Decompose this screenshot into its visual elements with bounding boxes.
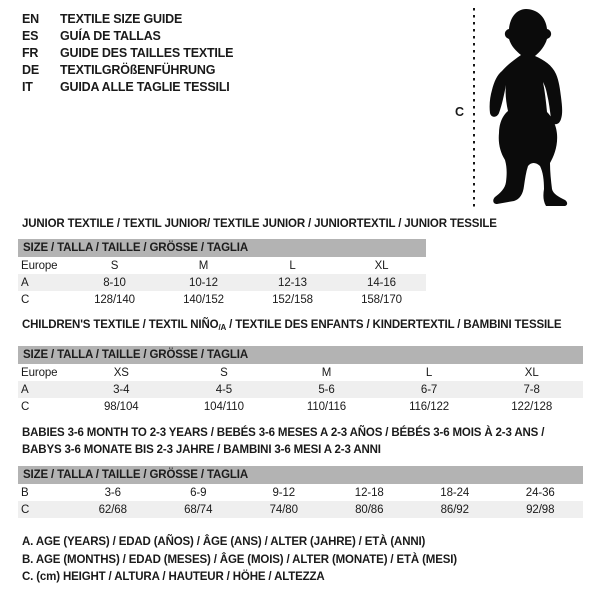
size-cell: 3-4 [113, 383, 130, 396]
language-code: DE [22, 63, 39, 77]
size-cell: 6-9 [190, 486, 207, 499]
babies-table-title: BABIES 3-6 MONTH TO 2-3 YEARS / BEBÉS 3-… [22, 425, 582, 459]
children-title-suffix: / TEXTILE DES ENFANTS / KINDERTEXTIL / B… [226, 319, 562, 331]
size-cell: 92/98 [526, 503, 555, 516]
table-row: C 128/140 140/152 152/158 158/170 [18, 291, 426, 308]
size-cell: 68/74 [184, 503, 213, 516]
footnote-height-cm: C. (cm) HEIGHT / ALTURA / HAUTEUR / HÖHE… [22, 571, 325, 583]
footnote-age-months: B. AGE (MONTHS) / EDAD (MESES) / ÂGE (MO… [22, 553, 457, 566]
table-row: C 62/68 68/74 74/80 80/86 86/92 92/98 [18, 501, 583, 518]
table-row: A 8-10 10-12 12-13 14-16 [18, 274, 426, 291]
size-cell: 9-12 [272, 486, 296, 499]
children-size-table: SIZE / TALLA / TAILLE / GRÖSSE / TAGLIA … [18, 346, 583, 415]
size-cell: 10-12 [189, 276, 218, 289]
size-cell: 12-18 [354, 486, 384, 499]
size-cell: 98/104 [104, 400, 139, 413]
size-bar-header: SIZE / TALLA / TAILLE / GRÖSSE / TAGLIA [18, 346, 583, 364]
children-title-subscript: /A [218, 323, 227, 332]
size-cell: 116/122 [409, 400, 450, 413]
row-label: C [21, 293, 30, 306]
baby-silhouette-path [489, 9, 568, 206]
size-cell: XS [113, 366, 129, 379]
size-cell: 12-13 [278, 276, 307, 289]
row-label: Europe [21, 259, 58, 272]
size-cell: 86/92 [440, 503, 469, 516]
row-label: Europe [21, 366, 58, 379]
size-cell: XL [524, 366, 539, 379]
language-row: EN TEXTILE SIZE GUIDE [22, 11, 233, 28]
size-cell: XL [374, 259, 389, 272]
children-title-prefix: CHILDREN'S TEXTILE / TEXTIL NIÑO [22, 319, 219, 331]
footnote-age-years: A. AGE (YEARS) / EDAD (AÑOS) / ÂGE (ANS)… [22, 536, 426, 548]
size-cell: 6-7 [420, 383, 438, 396]
table-row: C 98/104 104/110 110/116 116/122 122/128 [18, 398, 583, 415]
size-cell: 158/170 [361, 293, 402, 306]
language-code: IT [22, 80, 33, 94]
language-row: FR GUIDE DES TAILLES TEXTILE [22, 45, 233, 62]
language-code: EN [22, 12, 39, 26]
language-code: ES [22, 29, 39, 43]
children-size-grid: Europe XS S M L XL A 3-4 4-5 5-6 6-7 7-8 C 98/104 104/… [18, 364, 583, 415]
language-title: TEXTILGRÖßENFÜHRUNG [60, 63, 216, 77]
size-cell: M [198, 259, 209, 272]
size-cell: L [425, 366, 433, 379]
size-bar-header: SIZE / TALLA / TAILLE / GRÖSSE / TAGLIA [18, 466, 583, 484]
table-row: A 3-4 4-5 5-6 6-7 7-8 [18, 381, 583, 398]
size-cell: 122/128 [511, 400, 553, 413]
language-code: FR [22, 46, 39, 60]
language-row: ES GUÍA DE TALLAS [22, 28, 233, 45]
language-title: GUIDA ALLE TAGLIE TESSILI [60, 80, 230, 94]
row-label: C [21, 400, 30, 413]
baby-silhouette-icon [473, 8, 568, 211]
language-row: DE TEXTILGRÖßENFÜHRUNG [22, 62, 233, 79]
baby-height-figure: C [440, 5, 600, 215]
table-row: Europe XS S M L XL [18, 364, 583, 381]
row-label: B [21, 486, 29, 499]
size-cell: 62/68 [98, 503, 127, 516]
size-cell: 104/110 [203, 400, 244, 413]
table-row: Europe S M L XL [18, 257, 426, 274]
row-label: C [21, 503, 30, 516]
size-cell: S [220, 366, 228, 379]
language-title: GUÍA DE TALLAS [60, 29, 161, 43]
babies-size-grid: B 3-6 6-9 9-12 12-18 18-24 24-36 C 62/68 68/74 74/… [18, 484, 583, 518]
size-cell: 152/158 [272, 293, 313, 306]
size-cell: M [321, 366, 332, 379]
size-cell: 80/86 [355, 503, 384, 516]
size-cell: 128/140 [94, 293, 135, 306]
size-cell: 140/152 [183, 293, 224, 306]
size-bar-header: SIZE / TALLA / TAILLE / GRÖSSE / TAGLIA [18, 239, 426, 257]
row-label: A [21, 276, 29, 289]
babies-title-line1: BABIES 3-6 MONTH TO 2-3 YEARS / BEBÉS 3-… [22, 427, 545, 439]
size-cell: L [289, 259, 296, 272]
size-cell: S [110, 259, 119, 272]
size-cell: 74/80 [269, 503, 298, 516]
size-cell: 5-6 [318, 383, 335, 396]
size-cell: 4-5 [215, 383, 233, 396]
footnote-legend: A. AGE (YEARS) / EDAD (AÑOS) / ÂGE (ANS)… [22, 534, 457, 587]
babies-size-table: SIZE / TALLA / TAILLE / GRÖSSE / TAGLIA … [18, 466, 583, 518]
junior-size-table: SIZE / TALLA / TAILLE / GRÖSSE / TAGLIA … [18, 239, 426, 308]
size-cell: 14-16 [367, 276, 396, 289]
junior-table-title: JUNIOR TEXTILE / TEXTIL JUNIOR/ TEXTILE … [22, 218, 497, 230]
babies-title-line2: BABYS 3-6 MONATE BIS 2-3 JAHRE / BAMBINI… [22, 444, 381, 456]
table-row: B 3-6 6-9 9-12 12-18 18-24 24-36 [18, 484, 583, 501]
size-cell: 8-10 [103, 276, 126, 289]
children-table-title: CHILDREN'S TEXTILE / TEXTIL NIÑO/A / TEX… [22, 319, 562, 332]
size-cell: 110/116 [306, 400, 347, 413]
language-title: GUIDE DES TAILLES TEXTILE [60, 46, 234, 60]
row-label: A [21, 383, 29, 396]
language-title-list: EN TEXTILE SIZE GUIDE ES GUÍA DE TALLAS … [22, 11, 233, 96]
language-title: TEXTILE SIZE GUIDE [60, 12, 183, 26]
size-cell: 3-6 [104, 486, 121, 499]
height-measure-label: C [455, 105, 465, 119]
size-cell: 18-24 [440, 486, 470, 499]
junior-size-grid: Europe S M L XL A 8-10 10-12 12-13 14-16 C 128/140 1… [18, 257, 426, 308]
size-cell: 7-8 [523, 383, 540, 396]
size-cell: 24-36 [525, 486, 555, 499]
language-row: IT GUIDA ALLE TAGLIE TESSILI [22, 79, 233, 96]
